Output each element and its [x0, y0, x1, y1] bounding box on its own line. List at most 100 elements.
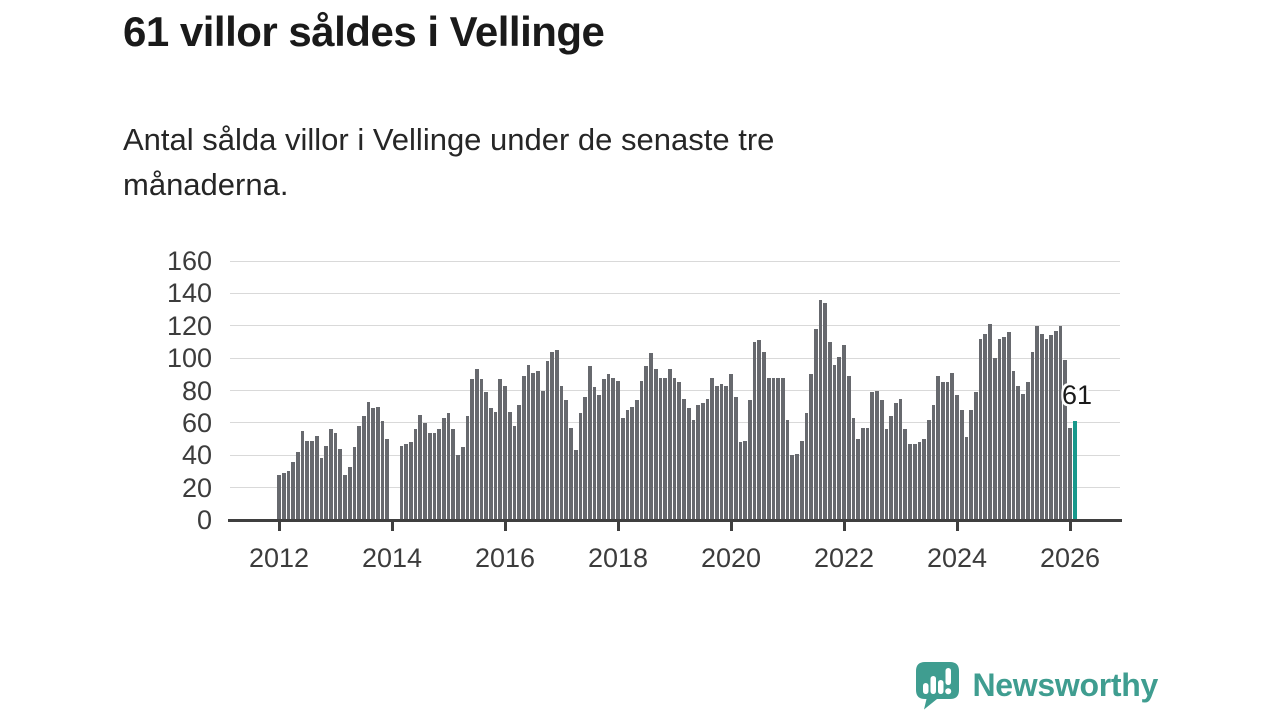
bar [691, 419, 696, 520]
x-axis-tick [842, 522, 846, 531]
bar [762, 351, 766, 520]
y-axis-tick-label: 80 [181, 375, 212, 406]
x-axis-tick [729, 522, 733, 531]
y-axis-tick-label: 140 [166, 278, 212, 309]
bar [922, 439, 926, 520]
bar [861, 427, 865, 520]
bar [371, 408, 376, 520]
bar [799, 440, 804, 520]
bar [780, 377, 785, 520]
bar [978, 338, 983, 520]
bar [602, 379, 606, 520]
page-title: 61 villor såldes i Vellinge [123, 8, 605, 55]
bar [988, 324, 992, 520]
bar [710, 377, 715, 520]
bar [573, 450, 578, 520]
bar [1002, 337, 1006, 520]
bar [917, 442, 922, 520]
bar [460, 447, 465, 520]
bar [931, 405, 936, 520]
bar [324, 445, 328, 520]
bar [531, 372, 536, 520]
x-axis-tick [616, 522, 620, 531]
bar [300, 430, 305, 520]
bar [875, 390, 879, 520]
bar [818, 299, 823, 520]
bar [281, 473, 286, 520]
bar [884, 429, 889, 520]
bar [517, 405, 521, 520]
bar [804, 413, 809, 520]
bar [352, 447, 357, 520]
bar [328, 429, 333, 520]
x-axis-tick [277, 522, 281, 531]
bar [672, 377, 677, 520]
bar [1044, 338, 1049, 520]
gridline [230, 260, 1120, 262]
bar [484, 392, 489, 520]
bar [936, 375, 941, 520]
bar [361, 416, 366, 520]
bar [959, 409, 964, 520]
bar [451, 429, 456, 520]
bar [418, 414, 423, 520]
bar [465, 416, 470, 520]
x-axis-tick [390, 522, 394, 531]
bar [686, 408, 691, 520]
gridline [230, 357, 1120, 359]
newsworthy-logo: Newsworthy [914, 661, 1159, 710]
bar [941, 382, 945, 520]
bar [964, 437, 969, 520]
bar [333, 432, 338, 520]
bar [969, 409, 973, 520]
bar [1063, 359, 1068, 520]
bar [696, 405, 700, 520]
bar [437, 429, 441, 520]
bar [635, 400, 639, 520]
x-axis-tick-label: 2024 [926, 543, 988, 573]
bar [700, 403, 705, 520]
bar [983, 333, 988, 520]
bar [889, 416, 893, 520]
bar [554, 350, 559, 520]
bar [790, 455, 795, 520]
x-axis-tick [503, 522, 507, 531]
y-axis-tick-label: 100 [166, 343, 212, 374]
bar [677, 382, 682, 520]
bar [893, 403, 898, 520]
bar [865, 427, 870, 520]
bar [682, 398, 686, 520]
bar [479, 379, 484, 520]
bar [912, 443, 917, 520]
bar [578, 413, 583, 520]
bar [828, 341, 832, 520]
brand-name: Newsworthy [972, 667, 1159, 703]
bar [846, 375, 851, 520]
bar [1030, 351, 1035, 520]
bar [752, 341, 757, 520]
bar [399, 445, 404, 520]
bar [748, 400, 752, 520]
bar [277, 474, 281, 520]
bar [441, 418, 446, 520]
bar [908, 443, 912, 520]
bar [842, 345, 846, 520]
bar [305, 440, 310, 520]
bar [719, 384, 724, 520]
bar [715, 385, 719, 520]
bar [536, 371, 540, 520]
bar [1025, 382, 1030, 520]
x-axis-line [228, 519, 1122, 522]
bar [738, 442, 743, 520]
bar [592, 387, 597, 520]
bar [945, 382, 950, 520]
bar [559, 385, 564, 520]
bar [955, 395, 959, 520]
bar [926, 419, 931, 520]
bar [507, 411, 512, 520]
x-axis-tick-label: 2014 [361, 543, 423, 573]
x-axis-tick-label: 2016 [474, 543, 536, 573]
bar [832, 364, 837, 520]
bar [997, 338, 1002, 520]
